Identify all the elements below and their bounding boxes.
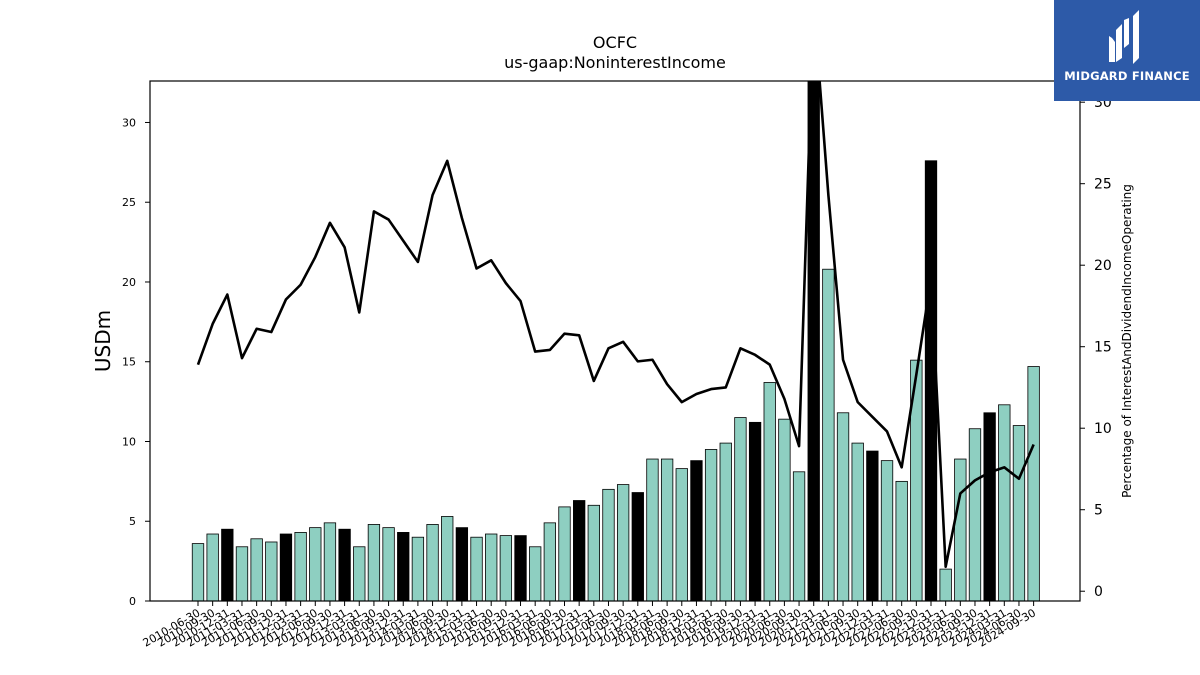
- bar: [705, 449, 717, 601]
- bar: [632, 493, 644, 601]
- y-tick-label: 30: [122, 116, 136, 129]
- bar: [940, 569, 952, 601]
- bar: [515, 536, 527, 601]
- y2-tick-label: 15: [1094, 340, 1112, 356]
- bar: [793, 472, 805, 601]
- bar: [779, 419, 791, 601]
- bar: [955, 459, 967, 601]
- y2-tick-label: 5: [1094, 503, 1103, 519]
- bar: [280, 534, 292, 601]
- bar: [749, 422, 761, 601]
- bar: [661, 459, 673, 601]
- y-tick-label: 5: [129, 515, 136, 528]
- bar: [691, 461, 703, 601]
- bar: [222, 529, 234, 601]
- y2-tick-label: 10: [1094, 421, 1112, 437]
- line-series: [198, 4, 1034, 566]
- brand-name: MIDGARD FINANCE: [1054, 69, 1200, 83]
- bar: [1013, 426, 1024, 601]
- y2-axis-label: Percentage of InterestAndDividendIncomeO…: [1120, 184, 1134, 498]
- bar: [617, 485, 629, 601]
- y-tick-label: 15: [122, 356, 136, 369]
- bar: [383, 528, 395, 601]
- bar: [295, 532, 307, 601]
- bar: [984, 413, 996, 601]
- y-tick-label: 20: [122, 276, 136, 289]
- bar: [485, 534, 497, 601]
- bar: [764, 382, 776, 601]
- bar: [397, 532, 409, 601]
- bar: [720, 443, 732, 601]
- x-axis: 2010-06-302010-09-302010-12-312011-03-31…: [141, 601, 1038, 650]
- bar: [251, 539, 263, 601]
- bar: [441, 516, 453, 601]
- bar: [823, 269, 835, 601]
- bar: [647, 459, 659, 601]
- bar: [573, 501, 585, 601]
- bar: [896, 481, 908, 601]
- bar: [867, 451, 879, 601]
- bar: [588, 505, 600, 601]
- bar: [999, 405, 1011, 601]
- bar: [1028, 367, 1040, 601]
- y-tick-label: 0: [129, 595, 136, 608]
- bar: [969, 429, 981, 601]
- y2-tick-label: 25: [1094, 177, 1112, 193]
- bar: [500, 536, 512, 601]
- bar: [207, 534, 219, 601]
- bar: [354, 547, 366, 601]
- bar: [192, 544, 204, 601]
- bar: [471, 537, 483, 601]
- bar: [427, 524, 439, 601]
- line-series-group: [198, 4, 1034, 567]
- chart-title: OCFC: [593, 33, 637, 52]
- bar: [368, 524, 380, 601]
- bar-series: [192, 67, 1039, 601]
- bar: [310, 528, 322, 601]
- bar: [339, 529, 351, 601]
- bar: [676, 469, 688, 601]
- brand-logo: MIDGARD FINANCE: [1054, 0, 1200, 101]
- bar: [412, 537, 424, 601]
- bar: [544, 523, 556, 601]
- chart-subtitle: us-gaap:NoninterestIncome: [504, 53, 726, 72]
- y2-tick-label: 20: [1094, 258, 1112, 274]
- bar: [236, 547, 248, 601]
- bar: [266, 542, 278, 601]
- plot-frame: [150, 81, 1080, 601]
- midgard-logo-icon: [1054, 0, 1200, 68]
- y2-tick-label: 0: [1094, 584, 1103, 600]
- bar: [837, 413, 849, 601]
- bar: [881, 461, 893, 601]
- chart: OCFC us-gaap:NoninterestIncome 0 5 10 15 20 2…: [0, 0, 1200, 675]
- bar: [559, 507, 571, 601]
- y-tick-label: 25: [122, 196, 136, 209]
- y-axis-label: USDm: [91, 310, 115, 372]
- left-axis: 0 5 10 15 20 25 30: [122, 116, 150, 608]
- bar: [456, 528, 468, 601]
- bar: [603, 489, 615, 601]
- bar: [852, 443, 864, 601]
- y-tick-label: 10: [122, 435, 136, 448]
- bar: [529, 547, 541, 601]
- bar: [735, 418, 747, 601]
- bar: [324, 523, 336, 601]
